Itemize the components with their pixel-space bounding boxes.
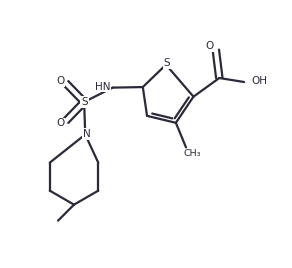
- Text: O: O: [56, 76, 64, 86]
- Text: HN: HN: [95, 81, 110, 92]
- Text: O: O: [56, 118, 64, 128]
- Text: N: N: [83, 129, 91, 139]
- Text: S: S: [164, 58, 170, 68]
- Text: CH₃: CH₃: [183, 150, 201, 158]
- Text: O: O: [205, 41, 213, 51]
- Text: S: S: [81, 97, 88, 107]
- Text: OH: OH: [252, 76, 267, 87]
